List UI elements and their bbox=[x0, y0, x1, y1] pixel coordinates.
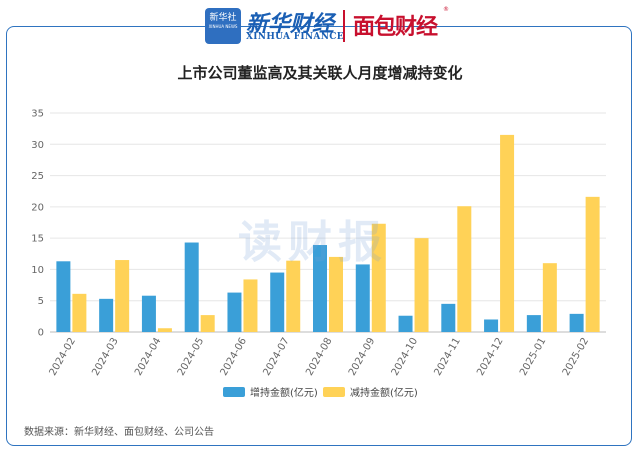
legend-swatch bbox=[323, 387, 345, 397]
xinhua-news-logo-text: 新华社 bbox=[209, 13, 237, 23]
bar-decrease bbox=[500, 134, 515, 332]
bar-increase bbox=[398, 315, 413, 332]
xinhua-finance-logo-en: XINHUA FINANCE bbox=[246, 32, 344, 42]
bar-decrease bbox=[72, 293, 87, 332]
bar-increase bbox=[484, 319, 499, 332]
x-tick-label: 2024-03 bbox=[90, 336, 120, 378]
bar-decrease bbox=[329, 256, 343, 332]
legend-label: 增持金额(亿元) bbox=[250, 386, 318, 399]
bar-decrease bbox=[286, 260, 301, 332]
data-source-note: 数据来源：新华财经、面包财经、公司公告 bbox=[24, 427, 214, 438]
logo-divider bbox=[343, 10, 345, 42]
y-tick-label: 25 bbox=[31, 171, 44, 182]
bar-decrease bbox=[243, 279, 258, 332]
xinhua-news-logo-en: XINHUA NEWS bbox=[208, 24, 238, 29]
mianbao-finance-logo: 面包财经 bbox=[353, 15, 438, 40]
xinhua-news-logo: 新华社 XINHUA NEWS bbox=[205, 8, 241, 44]
bar-decrease bbox=[200, 315, 215, 332]
x-tick-label: 2024-08 bbox=[304, 336, 334, 378]
bar-increase bbox=[313, 245, 327, 332]
bar-increase bbox=[227, 292, 242, 332]
legend-swatch bbox=[223, 387, 245, 397]
bar-increase bbox=[56, 261, 71, 332]
y-tick-label: 5 bbox=[38, 296, 44, 307]
y-tick-label: 20 bbox=[31, 202, 44, 213]
bar-decrease bbox=[585, 196, 600, 332]
x-tick-label: 2025-02 bbox=[561, 336, 591, 378]
xinhua-finance-logo: 新华财经 bbox=[246, 11, 335, 37]
x-tick-label: 2024-05 bbox=[176, 336, 206, 378]
bar-increase bbox=[141, 295, 156, 332]
y-tick-label: 0 bbox=[38, 328, 44, 339]
registered-mark: ® bbox=[443, 6, 449, 13]
header-logos: 新华社 XINHUA NEWS 新华财经 XINHUA FINANCE 面包财经… bbox=[0, 0, 640, 50]
y-tick-label: 10 bbox=[31, 265, 44, 276]
x-tick-label: 2024-10 bbox=[390, 336, 420, 378]
legend-label: 减持金额(亿元) bbox=[350, 386, 418, 399]
chart-frame bbox=[6, 26, 632, 446]
bar-decrease bbox=[371, 223, 386, 332]
bar-increase bbox=[355, 264, 370, 332]
x-tick-label: 2024-06 bbox=[219, 336, 249, 378]
x-tick-label: 2024-02 bbox=[48, 336, 78, 378]
bar-increase bbox=[184, 242, 199, 332]
bar-decrease bbox=[157, 328, 172, 332]
bar-increase bbox=[270, 272, 285, 332]
watermark: 读财报 bbox=[238, 217, 388, 268]
bar-decrease bbox=[115, 260, 130, 332]
y-tick-label: 15 bbox=[31, 234, 44, 245]
bar-decrease bbox=[542, 263, 557, 332]
bar-decrease bbox=[457, 206, 472, 332]
x-tick-label: 2024-12 bbox=[475, 336, 505, 378]
bar-increase bbox=[99, 298, 114, 332]
x-tick-label: 2024-07 bbox=[261, 336, 291, 378]
chart-title: 上市公司董监高及其关联人月度增减持变化 bbox=[177, 64, 463, 82]
x-tick-label: 2025-01 bbox=[518, 336, 548, 378]
x-tick-label: 2024-09 bbox=[347, 336, 377, 378]
bar-decrease bbox=[414, 238, 429, 332]
bar-increase bbox=[526, 315, 541, 332]
x-tick-label: 2024-11 bbox=[432, 336, 462, 378]
bar-increase bbox=[569, 313, 584, 332]
y-tick-label: 30 bbox=[31, 140, 44, 151]
bar-increase bbox=[441, 303, 456, 332]
x-tick-label: 2024-04 bbox=[133, 336, 163, 378]
y-tick-label: 35 bbox=[31, 109, 44, 120]
